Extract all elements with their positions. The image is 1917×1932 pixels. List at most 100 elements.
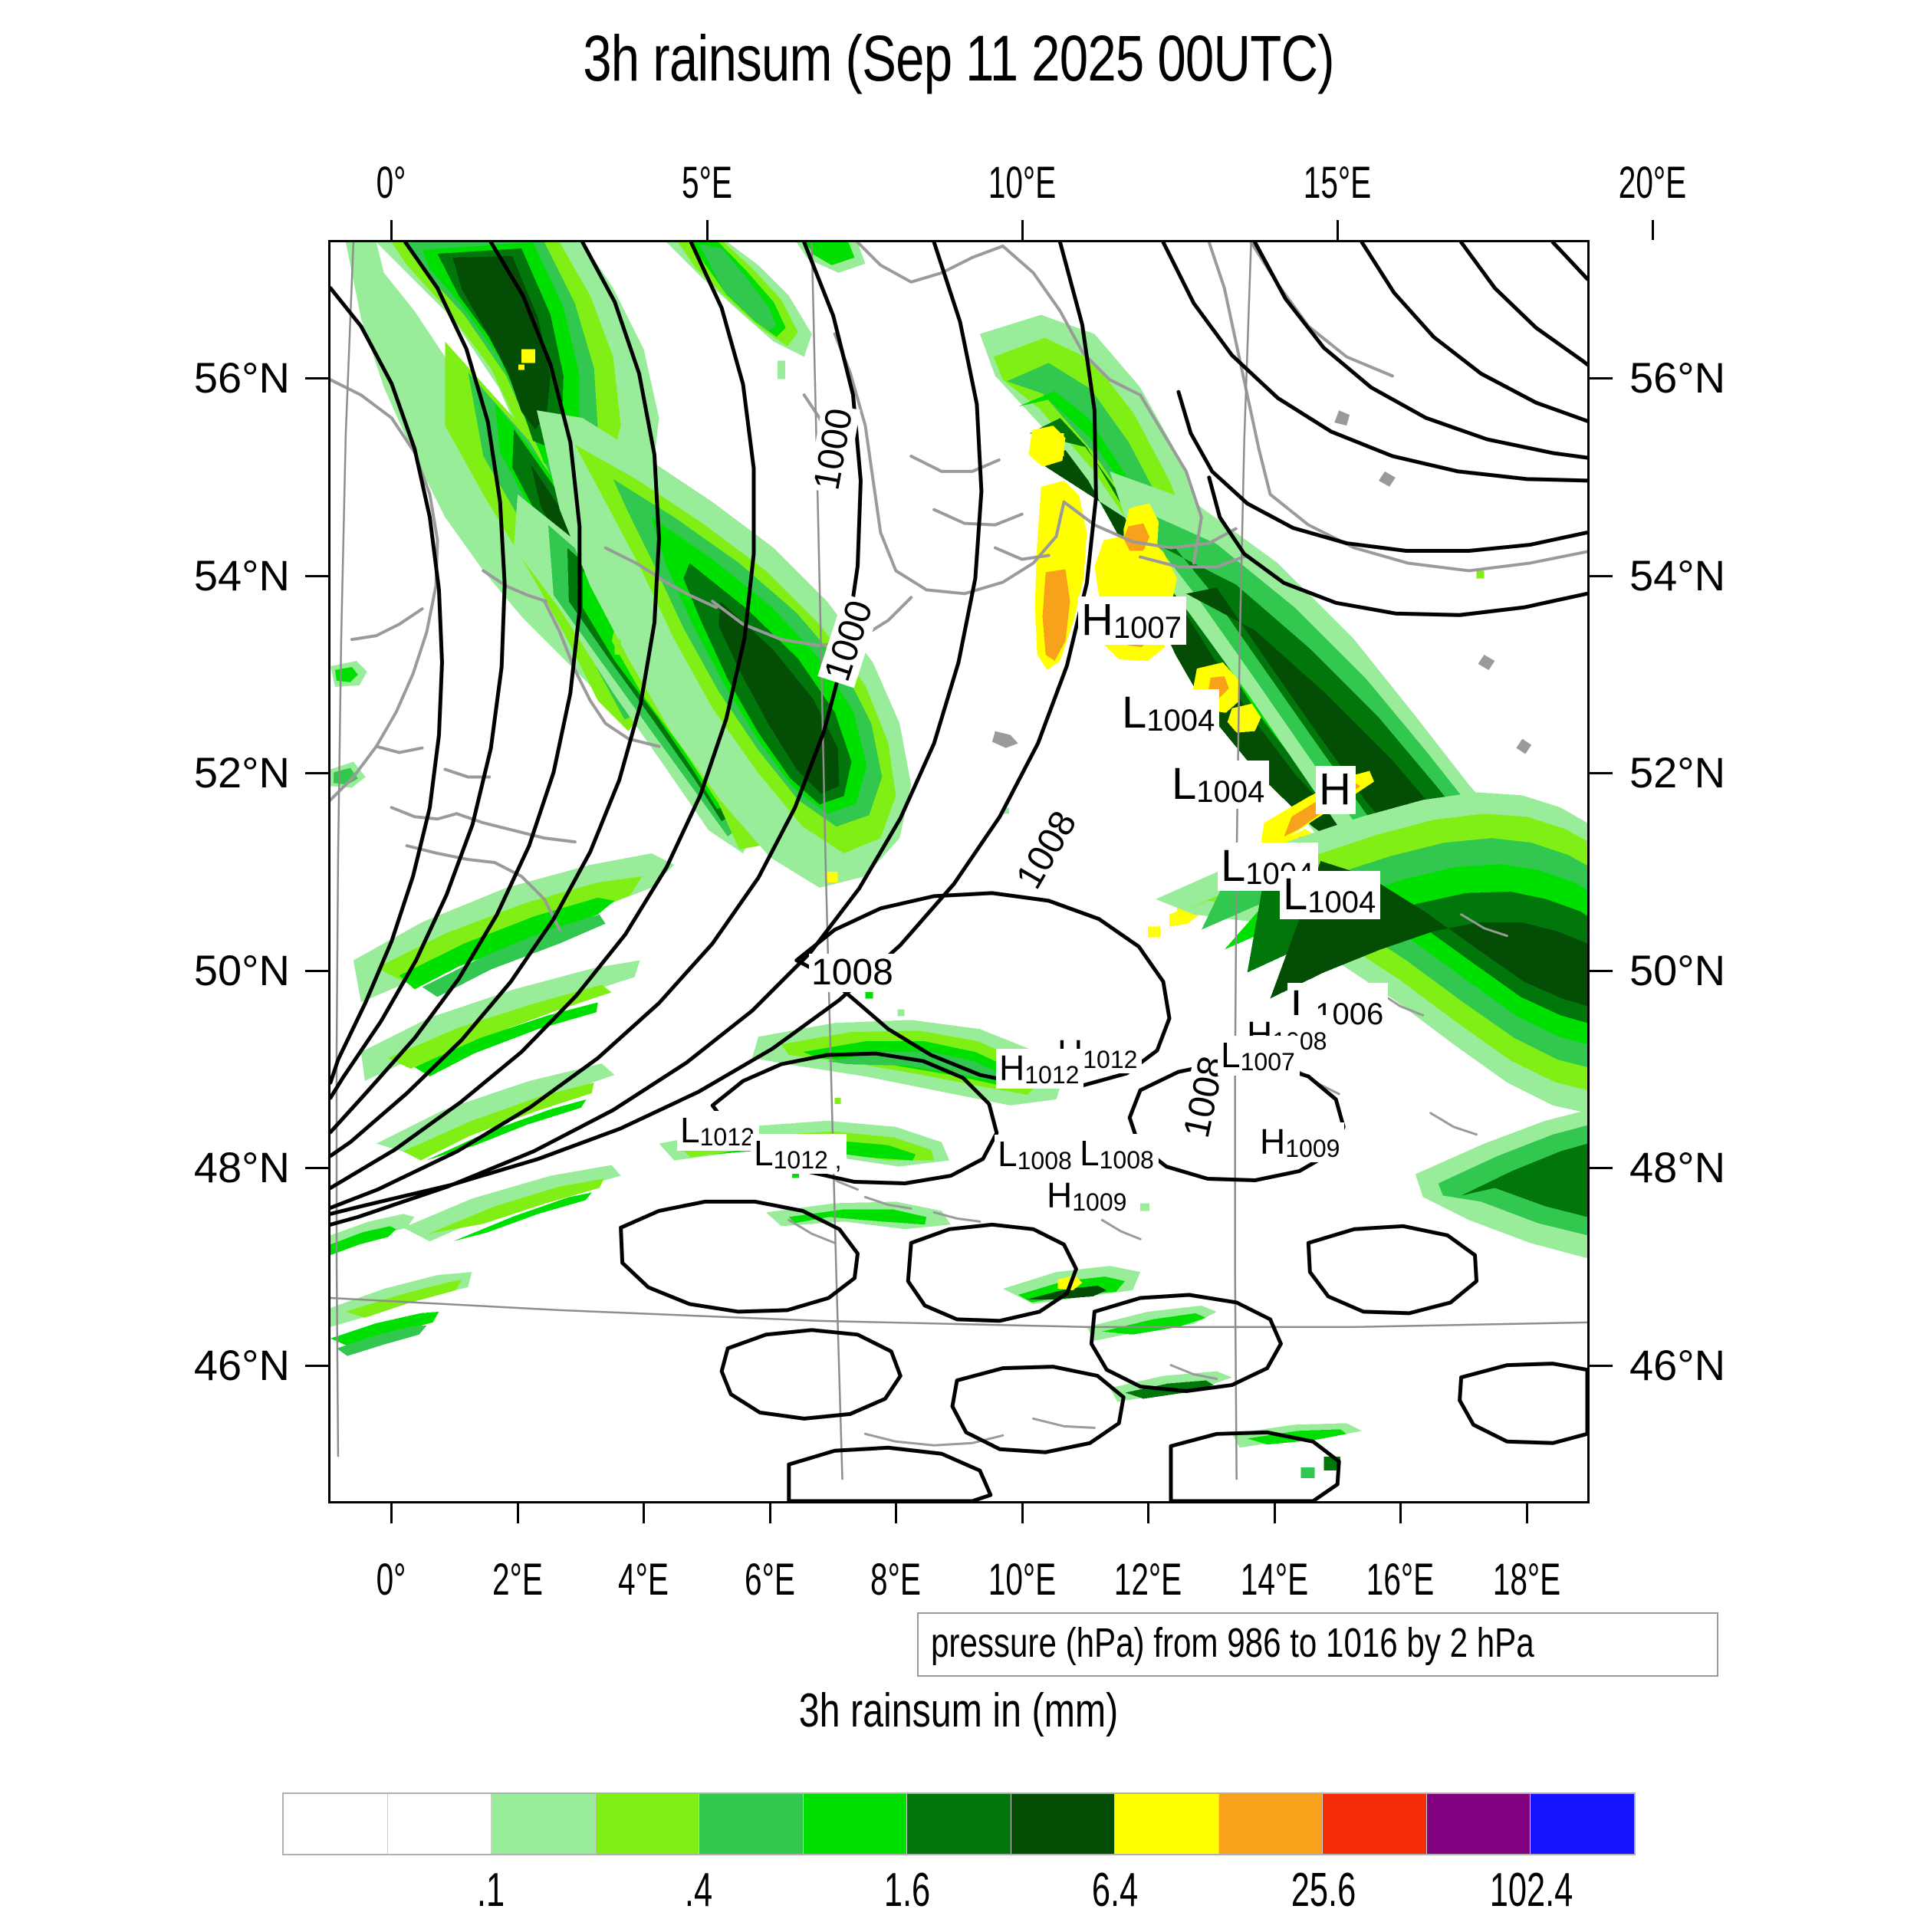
coastlines xyxy=(330,242,1587,1447)
colorbar-segment[interactable] xyxy=(491,1794,595,1854)
colorbar-segment[interactable] xyxy=(906,1794,1011,1854)
colorbar-segment[interactable] xyxy=(1114,1794,1218,1854)
left-axis-label: 54°N xyxy=(193,550,290,600)
colorbar-segment[interactable] xyxy=(1530,1794,1634,1854)
pressure-marker-symbol: L xyxy=(1283,869,1308,919)
contour-label: 1008 xyxy=(809,954,896,992)
right-axis-label: 52°N xyxy=(1629,748,1726,797)
left-axis-tick xyxy=(305,969,328,972)
top-axis-label: 5°E xyxy=(681,158,732,208)
colorbar-tick-label: .4 xyxy=(684,1864,713,1917)
colorbar-tick-label: 1.6 xyxy=(883,1864,930,1917)
bottom-axis-label: 4°E xyxy=(618,1555,669,1605)
bottom-axis-label: 14°E xyxy=(1240,1555,1308,1605)
high-pressure-marker: H1009 xyxy=(1044,1175,1132,1217)
low-pressure-marker: L1004 xyxy=(1218,841,1319,892)
low-pressure-marker: L1004 xyxy=(1280,869,1381,920)
left-axis-label: 48°N xyxy=(193,1143,290,1192)
top-axis-tick xyxy=(1337,220,1339,240)
bottom-axis-tick xyxy=(390,1503,393,1523)
low-pressure-marker: L1012 xyxy=(677,1110,759,1152)
low-pressure-marker: L1008 xyxy=(1077,1133,1159,1175)
pressure-marker-value: 1012 xyxy=(699,1123,755,1152)
colorbar-segment[interactable] xyxy=(699,1794,803,1854)
left-axis-label: 50°N xyxy=(193,945,290,994)
high-pressure-marker: H1012 xyxy=(996,1048,1084,1089)
pressure-marker-symbol: H xyxy=(1319,764,1351,814)
pressure-legend-text: pressure (hPa) from 986 to 1016 by 2 hPa xyxy=(931,1620,1534,1666)
low-pressure-marker: L1004 xyxy=(1119,688,1220,738)
low-pressure-marker: L1007 xyxy=(1218,1036,1300,1076)
right-axis-tick xyxy=(1590,377,1613,380)
bottom-axis-tick xyxy=(768,1503,771,1523)
pressure-marker-value: 1004 xyxy=(1307,886,1376,920)
pressure-marker-symbol: L xyxy=(998,1134,1018,1174)
colorbar-segment[interactable] xyxy=(594,1794,699,1854)
top-axis-label: 20°E xyxy=(1619,158,1687,208)
colorbar-segment[interactable] xyxy=(1010,1794,1115,1854)
left-axis-label: 46°N xyxy=(193,1340,290,1389)
bottom-axis-label: 10°E xyxy=(988,1555,1056,1605)
colorbar-segment[interactable] xyxy=(1322,1794,1426,1854)
colorbar-tick-labels: .1 .4 1.6 6.4 25.6 102.4 xyxy=(282,1863,1636,1932)
colorbar-tick-label: 6.4 xyxy=(1091,1864,1139,1917)
pressure-marker-symbol: L xyxy=(1122,688,1147,738)
colorbar-segment[interactable] xyxy=(802,1794,907,1854)
bottom-axis-label: 16°E xyxy=(1366,1555,1435,1605)
pressure-marker-symbol: H xyxy=(1047,1175,1073,1215)
pressure-marker-symbol: L xyxy=(1080,1133,1100,1173)
right-axis-tick xyxy=(1590,1364,1613,1367)
pressure-marker-value: 1012 , xyxy=(773,1146,842,1175)
low-pressure-marker: L1012 , xyxy=(751,1134,847,1175)
bottom-axis-tick xyxy=(895,1503,898,1523)
colorbar-segment[interactable] xyxy=(386,1794,492,1854)
colorbar-tick-label: .1 xyxy=(476,1864,505,1917)
pressure-marker-value: 1012 xyxy=(1024,1061,1080,1089)
pressure-marker-symbol: H xyxy=(1081,595,1113,645)
right-axis-tick xyxy=(1590,772,1613,775)
pressure-marker-value: 1008 xyxy=(1017,1147,1072,1175)
pressure-marker-value: 1004 xyxy=(1196,775,1265,810)
bottom-axis-tick xyxy=(1525,1503,1528,1523)
colorbar-tick-label: 25.6 xyxy=(1291,1864,1356,1917)
left-axis-tick xyxy=(305,377,328,380)
colorbar[interactable] xyxy=(282,1792,1636,1855)
right-axis-label: 50°N xyxy=(1629,945,1726,994)
pressure-marker-value: 1012 xyxy=(1083,1046,1138,1074)
top-axis-tick xyxy=(390,220,393,240)
colorbar-segment[interactable] xyxy=(1425,1794,1531,1854)
pressure-marker-value: 1004 xyxy=(1146,704,1215,738)
right-axis-label: 54°N xyxy=(1629,550,1726,600)
left-axis-label: 52°N xyxy=(193,748,290,797)
pressure-marker-value: 1008 xyxy=(1099,1146,1154,1175)
bottom-axis-label: 2°E xyxy=(492,1555,543,1605)
colorbar-segment[interactable] xyxy=(284,1794,387,1854)
right-axis-tick xyxy=(1590,574,1613,577)
pressure-marker-value: 1009 xyxy=(1285,1135,1340,1163)
map-canvas xyxy=(330,242,1587,1501)
bottom-axis-tick xyxy=(1273,1503,1276,1523)
bottom-axis-tick xyxy=(643,1503,646,1523)
pressure-marker-symbol: H xyxy=(999,1048,1025,1088)
colorbar-tick-label: 102.4 xyxy=(1489,1864,1573,1917)
pressure-marker-value: 1009 xyxy=(1072,1188,1127,1217)
pressure-marker-symbol: L xyxy=(1172,759,1197,809)
high-pressure-marker: H xyxy=(1316,764,1356,815)
pressure-marker-symbol: L xyxy=(1221,841,1246,891)
left-axis-tick xyxy=(305,1167,328,1170)
right-axis-tick xyxy=(1590,1167,1613,1170)
top-axis-tick xyxy=(705,220,709,240)
high-pressure-marker: H1009 xyxy=(1257,1122,1345,1163)
colorbar-segment[interactable] xyxy=(1218,1794,1323,1854)
right-axis-tick xyxy=(1590,969,1613,972)
bottom-axis-tick xyxy=(1399,1503,1402,1523)
pressure-legend-box: pressure (hPa) from 986 to 1016 by 2 hPa xyxy=(917,1612,1718,1677)
right-axis-label: 48°N xyxy=(1629,1143,1726,1192)
pressure-marker-value: 1007 xyxy=(1240,1048,1295,1076)
low-pressure-marker: L1008 xyxy=(995,1135,1077,1175)
left-axis-tick xyxy=(305,772,328,775)
pressure-marker-symbol: L xyxy=(680,1110,700,1150)
precipitation-shading xyxy=(330,242,1587,1479)
high-pressure-marker: H1007 xyxy=(1078,595,1186,646)
